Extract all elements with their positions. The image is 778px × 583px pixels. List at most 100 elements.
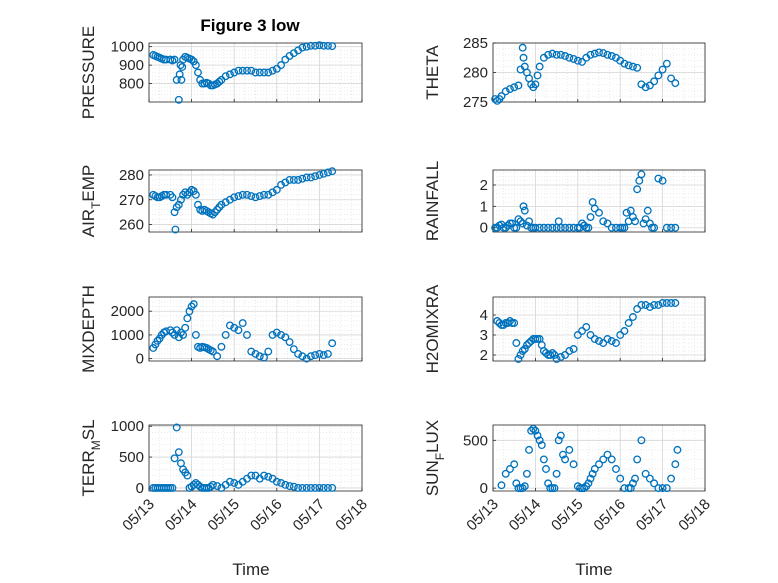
data-point — [255, 68, 264, 77]
data-point — [542, 465, 550, 473]
data-point — [631, 474, 639, 483]
data-point — [628, 213, 637, 221]
data-point — [168, 483, 177, 492]
data-point — [624, 61, 633, 70]
data-point — [582, 323, 591, 331]
data-point — [183, 190, 192, 199]
data-point — [595, 460, 603, 469]
data-point — [315, 171, 324, 179]
data-point — [302, 354, 311, 363]
subplot-4: 0 1 2 RAINFALL — [423, 161, 706, 241]
data-point — [179, 330, 188, 339]
y-axis-label-text: AIR — [79, 209, 98, 237]
data-point — [633, 455, 642, 464]
data-point — [584, 223, 593, 232]
data-point — [230, 479, 239, 487]
subplot-3: 260 270 280 AIRTEMP — [79, 165, 363, 237]
data-point — [561, 223, 570, 232]
data-point — [306, 173, 315, 182]
y-tick-label: 800 — [119, 76, 144, 93]
data-point — [624, 319, 633, 327]
data-point — [650, 223, 659, 232]
data-point — [319, 483, 328, 492]
data-point — [170, 454, 179, 463]
data-point — [187, 302, 196, 311]
data-point — [537, 441, 546, 450]
data-point — [230, 68, 239, 77]
data-point — [277, 330, 286, 339]
data-point — [561, 351, 570, 359]
data-point — [213, 482, 222, 491]
data-point — [559, 450, 567, 459]
data-point — [501, 87, 510, 96]
data-point — [302, 42, 311, 51]
data-point — [191, 330, 200, 339]
y-tick-label: 280 — [463, 65, 488, 82]
data-point — [323, 349, 332, 358]
data-point — [215, 203, 224, 212]
data-point — [174, 200, 183, 209]
data-point — [497, 481, 506, 490]
data-point — [573, 56, 582, 65]
data-point — [588, 469, 597, 478]
data-point — [289, 482, 298, 491]
data-point — [645, 474, 654, 483]
subplot-5: 0 1000 2000 MIXDEPTH — [79, 285, 363, 373]
data-point — [671, 79, 680, 88]
data-point — [671, 223, 680, 232]
data-point — [215, 77, 224, 86]
data-point — [645, 219, 654, 228]
y-tick-label: 2 — [480, 347, 488, 364]
data-point — [217, 342, 226, 351]
data-point — [311, 351, 320, 360]
data-point — [539, 347, 548, 355]
data-point — [221, 330, 230, 339]
data-point — [194, 68, 202, 77]
y-axis-label: SUNFLUX — [423, 420, 447, 496]
y-tick-label: 270 — [119, 192, 144, 209]
data-point — [667, 74, 676, 83]
data-point — [546, 351, 555, 359]
data-point — [595, 337, 603, 345]
data-point — [620, 223, 629, 232]
data-point — [260, 471, 268, 480]
data-point — [170, 55, 179, 64]
data-point — [285, 338, 294, 346]
data-point — [565, 53, 574, 62]
data-point — [328, 42, 337, 51]
axes-frame — [492, 296, 706, 362]
data-point — [319, 169, 328, 178]
data-point — [185, 188, 194, 197]
data-point — [603, 219, 612, 228]
data-point — [607, 223, 616, 232]
data-point — [181, 188, 190, 197]
data-point — [599, 455, 608, 464]
data-point — [662, 223, 671, 232]
data-point — [654, 484, 663, 493]
data-point — [556, 50, 565, 59]
data-point — [272, 185, 281, 194]
data-point — [281, 178, 290, 187]
y-axis-label: H2OMIXRA — [423, 284, 442, 373]
data-point — [168, 328, 177, 337]
data-point — [522, 469, 531, 478]
data-point — [645, 81, 654, 90]
data-point — [166, 190, 175, 199]
data-point — [260, 190, 268, 199]
data-point — [573, 331, 582, 339]
data-point — [550, 484, 559, 493]
data-point — [645, 303, 654, 311]
data-point — [319, 41, 328, 50]
data-point — [170, 208, 179, 217]
data-point — [213, 352, 222, 361]
data-point — [260, 68, 268, 77]
data-point — [556, 353, 565, 361]
data-point — [637, 301, 646, 309]
y-tick-label: 900 — [119, 57, 144, 74]
data-point — [194, 200, 202, 209]
data-point — [658, 65, 667, 74]
data-point — [654, 301, 663, 309]
data-point — [510, 83, 519, 92]
data-point — [650, 301, 659, 309]
